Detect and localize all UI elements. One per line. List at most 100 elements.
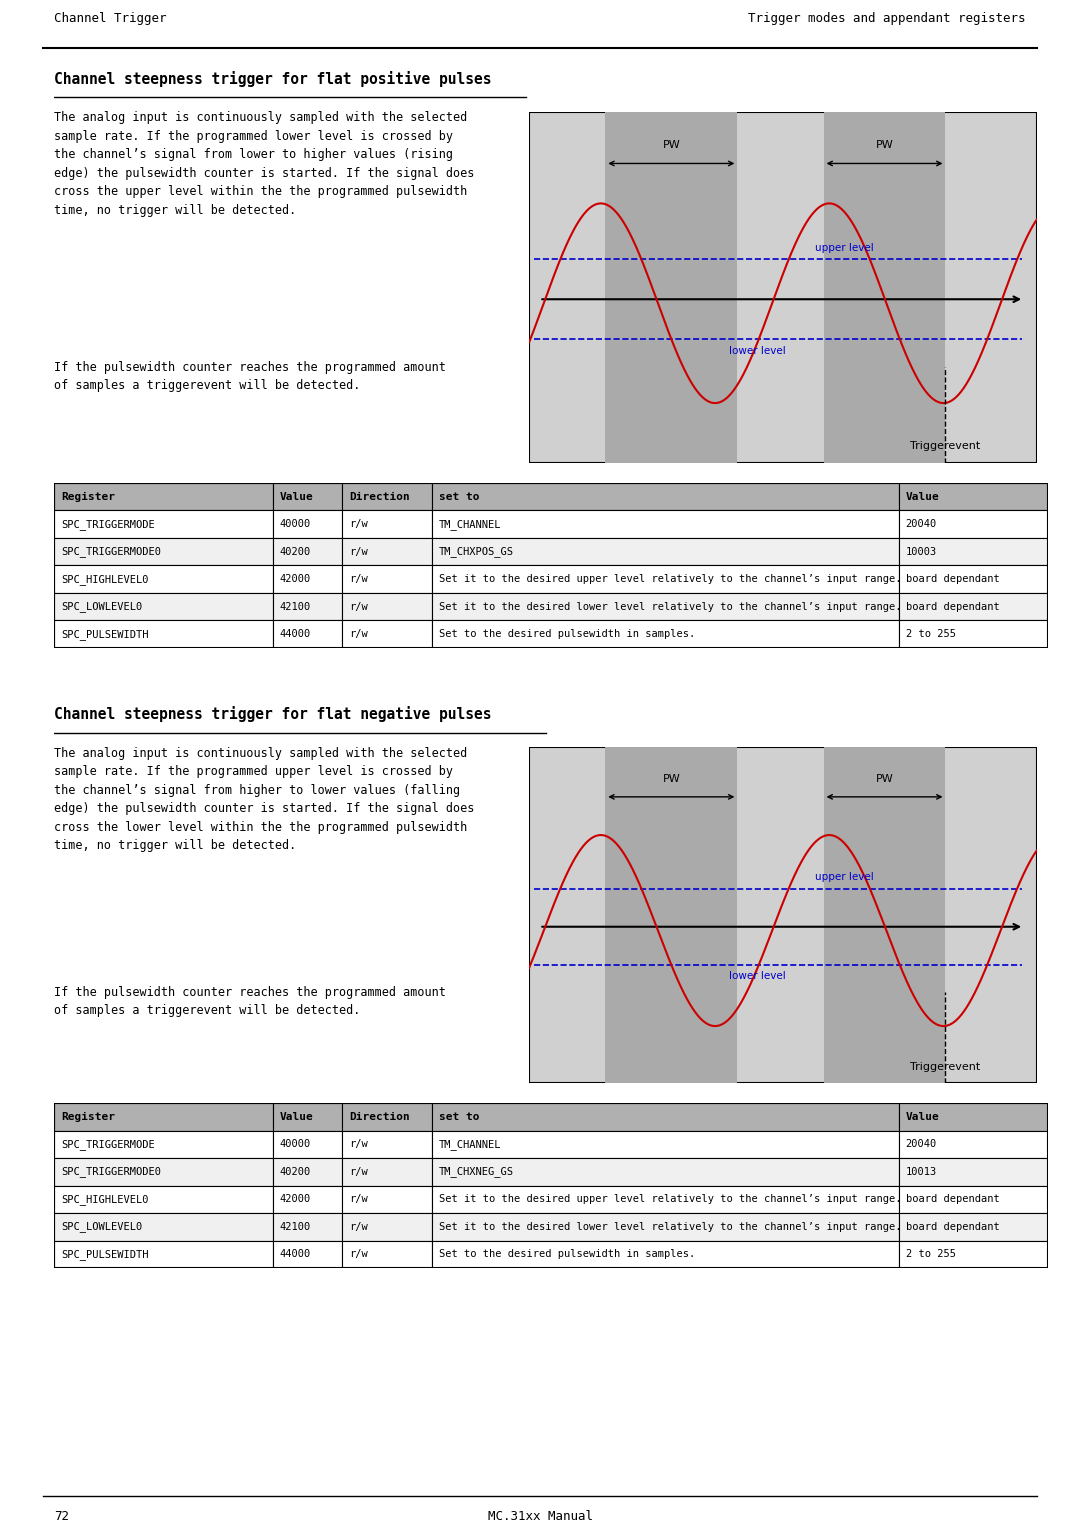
Text: board dependant: board dependant (905, 575, 999, 584)
Text: upper level: upper level (814, 243, 874, 254)
Bar (342, 1213, 432, 1241)
Bar (899, 593, 1048, 620)
Bar (432, 593, 899, 620)
Bar (899, 1158, 1048, 1186)
Text: board dependant: board dependant (905, 602, 999, 611)
Text: SPC_HIGHLEVEL0: SPC_HIGHLEVEL0 (60, 573, 148, 585)
Text: r/w: r/w (349, 1250, 368, 1259)
Bar (54, 620, 272, 648)
Text: The analog input is continuously sampled with the selected
sample rate. If the p: The analog input is continuously sampled… (54, 747, 474, 853)
Bar (272, 538, 342, 565)
Bar (432, 1131, 899, 1158)
Text: 42000: 42000 (280, 575, 311, 584)
Bar (342, 1103, 432, 1131)
Text: 40000: 40000 (280, 1140, 311, 1149)
Text: The analog input is continuously sampled with the selected
sample rate. If the p: The analog input is continuously sampled… (54, 112, 474, 217)
Text: r/w: r/w (349, 1222, 368, 1232)
Text: 72: 72 (54, 1510, 69, 1523)
Bar (342, 538, 432, 565)
Text: board dependant: board dependant (905, 1195, 999, 1204)
Text: SPC_PULSEWIDTH: SPC_PULSEWIDTH (60, 628, 148, 640)
Text: 42100: 42100 (280, 602, 311, 611)
Text: board dependant: board dependant (905, 1222, 999, 1232)
Text: MC.31xx Manual: MC.31xx Manual (487, 1510, 593, 1523)
Text: Set it to the desired lower level relatively to the channel’s input range.: Set it to the desired lower level relati… (438, 1222, 901, 1232)
Text: SPC_TRIGGERMODE: SPC_TRIGGERMODE (60, 518, 154, 530)
Text: PW: PW (876, 773, 893, 784)
Text: upper level: upper level (814, 872, 874, 883)
Bar (342, 620, 432, 648)
Text: Value: Value (280, 1112, 313, 1122)
Bar (824, 747, 945, 1083)
Bar (272, 510, 342, 538)
Text: Set it to the desired upper level relatively to the channel’s input range.: Set it to the desired upper level relati… (438, 1195, 901, 1204)
Text: PW: PW (662, 141, 680, 150)
Text: Value: Value (280, 492, 313, 501)
Bar (272, 593, 342, 620)
Bar (272, 565, 342, 593)
Text: Set it to the desired lower level relatively to the channel’s input range.: Set it to the desired lower level relati… (438, 602, 901, 611)
Bar (342, 1186, 432, 1213)
Text: TM_CHANNEL: TM_CHANNEL (438, 518, 501, 530)
Bar (272, 1131, 342, 1158)
Bar (272, 483, 342, 510)
Bar (432, 1158, 899, 1186)
Bar (272, 1103, 342, 1131)
Text: 42100: 42100 (280, 1222, 311, 1232)
Text: Set it to the desired upper level relatively to the channel’s input range.: Set it to the desired upper level relati… (438, 575, 901, 584)
Bar (54, 1213, 272, 1241)
Bar (54, 1186, 272, 1213)
Text: 20040: 20040 (905, 1140, 936, 1149)
Text: Channel steepness trigger for flat positive pulses: Channel steepness trigger for flat posit… (54, 70, 491, 87)
Bar (432, 565, 899, 593)
Text: 20040: 20040 (905, 520, 936, 529)
Text: SPC_TRIGGERMODE0: SPC_TRIGGERMODE0 (60, 1166, 161, 1178)
Bar (824, 112, 945, 463)
Bar (54, 593, 272, 620)
Text: r/w: r/w (349, 547, 368, 556)
Bar (432, 1186, 899, 1213)
Text: set to: set to (438, 492, 480, 501)
Bar (899, 620, 1048, 648)
Bar (54, 1241, 272, 1268)
Text: 2 to 255: 2 to 255 (905, 1250, 956, 1259)
Bar (342, 510, 432, 538)
Text: Value: Value (905, 1112, 940, 1122)
Text: Triggerevent: Triggerevent (910, 442, 981, 451)
Text: 40200: 40200 (280, 547, 311, 556)
Text: TM_CHXPOS_GS: TM_CHXPOS_GS (438, 545, 513, 558)
Text: Direction: Direction (349, 492, 409, 501)
Text: SPC_HIGHLEVEL0: SPC_HIGHLEVEL0 (60, 1193, 148, 1206)
Text: 44000: 44000 (280, 630, 311, 639)
Bar (54, 1158, 272, 1186)
Bar (432, 1241, 899, 1268)
Text: SPC_LOWLEVEL0: SPC_LOWLEVEL0 (60, 1221, 143, 1233)
Bar (272, 1186, 342, 1213)
Text: r/w: r/w (349, 575, 368, 584)
Bar (899, 1241, 1048, 1268)
Bar (342, 565, 432, 593)
Bar (899, 483, 1048, 510)
Text: 10013: 10013 (905, 1167, 936, 1177)
Bar (432, 483, 899, 510)
Bar (432, 538, 899, 565)
Bar (899, 510, 1048, 538)
Text: lower level: lower level (729, 972, 786, 981)
Bar (54, 483, 272, 510)
Text: Register: Register (60, 1112, 114, 1122)
Text: If the pulsewidth counter reaches the programmed amount
of samples a triggereven: If the pulsewidth counter reaches the pr… (54, 986, 446, 1018)
Text: SPC_LOWLEVEL0: SPC_LOWLEVEL0 (60, 601, 143, 613)
Text: r/w: r/w (349, 520, 368, 529)
Text: 42000: 42000 (280, 1195, 311, 1204)
Bar (432, 1213, 899, 1241)
Bar (272, 1241, 342, 1268)
Bar (342, 1131, 432, 1158)
Bar (605, 112, 738, 463)
Bar (54, 1103, 272, 1131)
Bar (54, 1131, 272, 1158)
Text: SPC_PULSEWIDTH: SPC_PULSEWIDTH (60, 1248, 148, 1261)
Text: If the pulsewidth counter reaches the programmed amount
of samples a triggereven: If the pulsewidth counter reaches the pr… (54, 361, 446, 393)
Text: Direction: Direction (349, 1112, 409, 1122)
Text: lower level: lower level (729, 345, 786, 356)
Bar (605, 747, 738, 1083)
